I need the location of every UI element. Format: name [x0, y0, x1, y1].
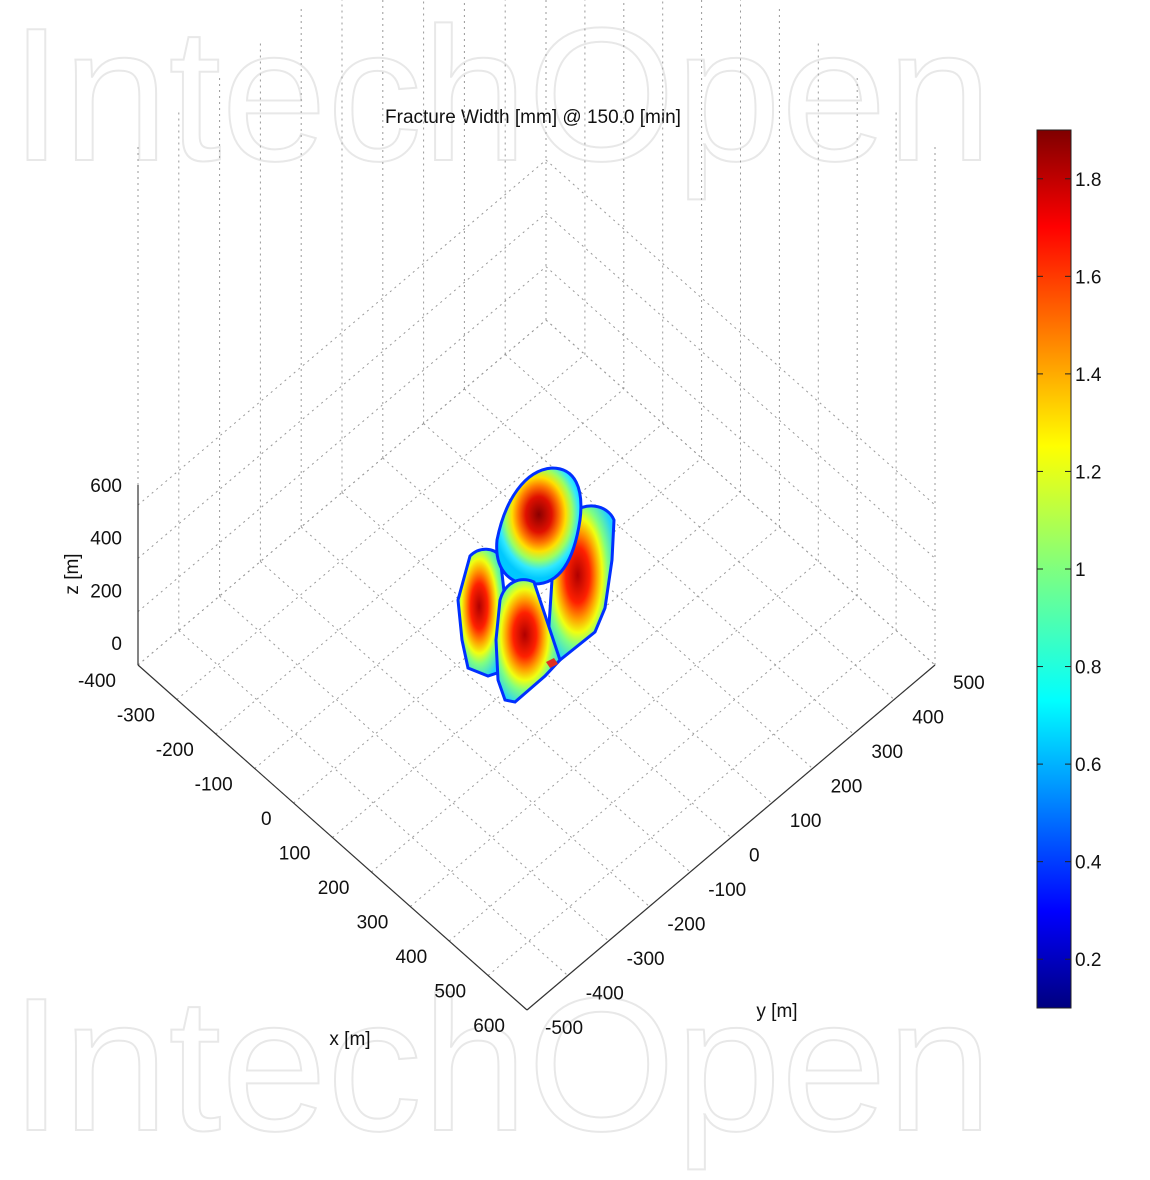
colorbar-tick-label: 0.8 — [1075, 658, 1101, 679]
colorbar-tick-label: 1.8 — [1075, 170, 1101, 191]
wall-grid-horizontal — [545, 159, 936, 506]
x-tick-label: 100 — [279, 844, 311, 865]
y-tick-label: 500 — [953, 673, 985, 694]
floor-grid-line-x — [409, 561, 819, 907]
colorbar-tick-label: 1 — [1075, 560, 1086, 581]
axes — [137, 485, 936, 1011]
y-tick-label: -100 — [708, 880, 746, 901]
colorbar-tick-label: 1.2 — [1075, 462, 1101, 483]
floor-grid-line-x — [448, 595, 858, 942]
x-axis-label: x [m] — [329, 1029, 370, 1050]
z-axis-label: z [m] — [62, 553, 83, 594]
floor-grid-line-y — [504, 354, 895, 700]
colorbar-tick-label: 0.6 — [1075, 755, 1101, 776]
colorbar-tick-label: 0.2 — [1075, 950, 1101, 971]
wall-grid-horizontal — [545, 212, 936, 559]
floor-grid-line-y — [178, 630, 569, 976]
z-tick-label: 400 — [90, 529, 122, 550]
z-tick-label: 200 — [90, 581, 122, 602]
x-tick-label: 600 — [473, 1016, 505, 1037]
wall-grid-horizontal — [137, 212, 547, 559]
y-tick-label: 100 — [790, 811, 822, 832]
floor-grid-line-y — [423, 423, 813, 769]
floor-grid-line-x — [293, 457, 702, 804]
x-tick-label: -200 — [156, 740, 194, 761]
colorbar-tick-label: 1.6 — [1075, 267, 1101, 288]
x-tick-label: 200 — [318, 878, 350, 899]
fracture-surface — [456, 466, 616, 704]
y-tick-label: -300 — [627, 949, 665, 970]
y-tick-label: -500 — [545, 1018, 583, 1039]
x-tick-label: 300 — [357, 913, 389, 934]
floor-grid-line-y — [464, 388, 854, 735]
floor-grid-line-y — [219, 595, 609, 942]
x-tick-label: -100 — [195, 775, 233, 796]
wall-grid-horizontal — [545, 266, 936, 613]
floor-grid-line-x — [487, 630, 897, 976]
y-tick-label: -400 — [586, 984, 624, 1005]
y-tick-label: 400 — [912, 708, 944, 729]
floor-grid-line-x — [215, 388, 625, 735]
wall-grid-horizontal — [137, 319, 547, 666]
lobe-center-lower — [494, 578, 562, 704]
wall-grid-horizontal — [137, 266, 547, 613]
colorbar-ticks: 0.2 0.4 0.6 0.8 1 1.2 1.4 1.6 1.8 — [1037, 170, 1102, 971]
y-axis-label: y [m] — [756, 1001, 797, 1022]
watermark-bottom: IntechOpen — [10, 959, 992, 1171]
floor-grid-line-x — [176, 354, 586, 700]
y-tick-label: 300 — [871, 742, 903, 763]
floor-grid-line-x — [254, 423, 664, 769]
y-tick-label: 200 — [831, 777, 863, 798]
wall-grid-horizontal — [545, 319, 936, 666]
x-tick-label: 400 — [395, 947, 427, 968]
z-tick-label: 0 — [111, 634, 122, 655]
x-tick-label: 0 — [261, 809, 272, 830]
y-axis-line — [526, 664, 936, 1011]
floor-grid-line-x — [371, 526, 780, 873]
x-tick-label: -400 — [78, 671, 116, 692]
chart-title: Fracture Width [mm] @ 150.0 [min] — [385, 107, 681, 128]
wall-grid-horizontal — [137, 159, 547, 506]
x-axis-line — [137, 664, 528, 1011]
floor-grid-line-x — [332, 492, 741, 838]
x-tick-label: -300 — [117, 706, 155, 727]
y-tick-label: 0 — [749, 846, 760, 867]
x-tick-label: 500 — [434, 982, 466, 1003]
z-tick-label: 600 — [90, 476, 122, 497]
colorbar-tick-label: 1.4 — [1075, 365, 1102, 386]
colorbar-tick-label: 0.4 — [1075, 853, 1102, 874]
floor-grid-line-y — [260, 561, 650, 907]
y-tick-label: -200 — [667, 915, 705, 936]
watermark-top: IntechOpen — [10, 0, 992, 201]
grid-lines — [137, 0, 936, 1011]
wellbore-mark — [546, 658, 558, 668]
floor-grid-line-y — [300, 526, 691, 873]
